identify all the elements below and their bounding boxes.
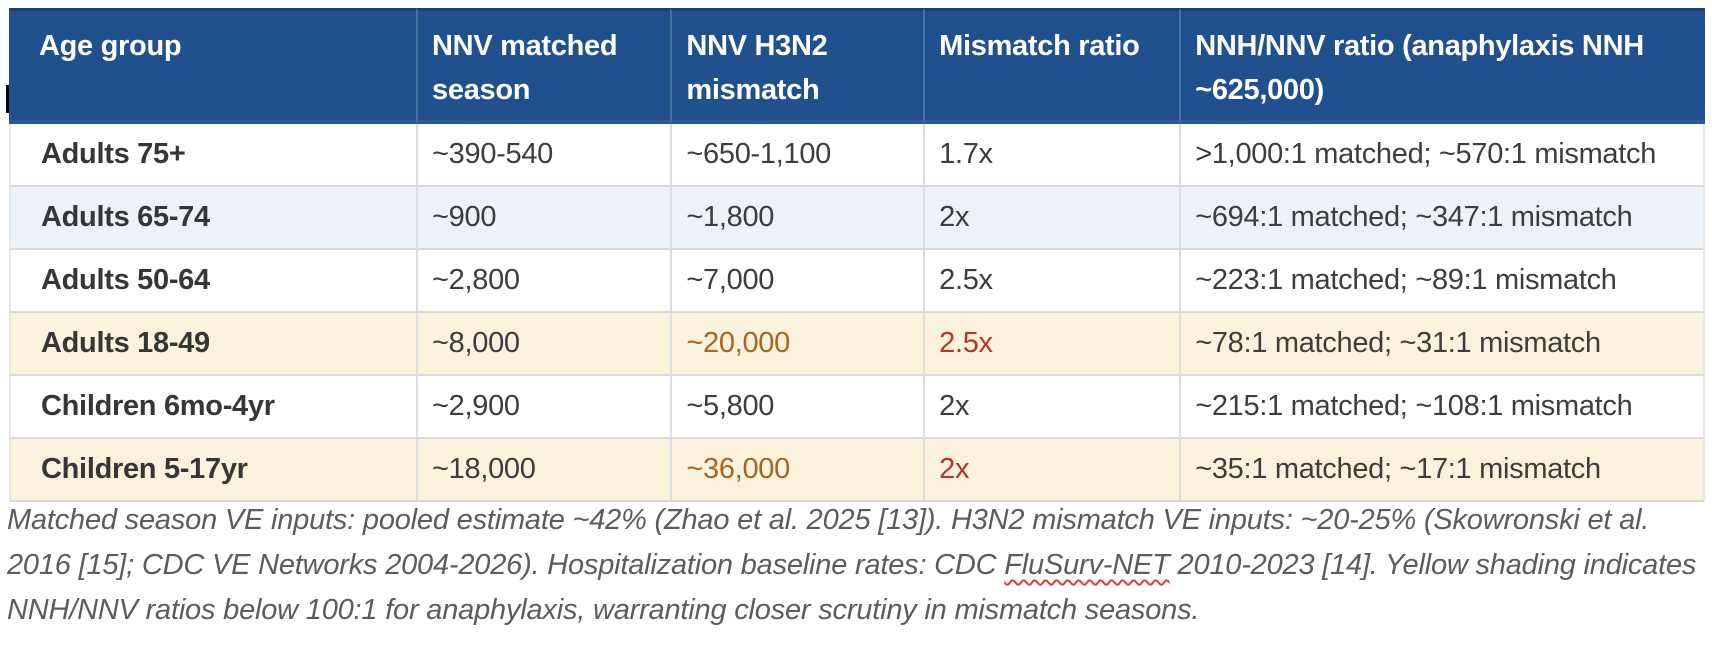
cell-mismatch-ratio[interactable]: 1.7x	[923, 124, 1180, 187]
text-cursor	[6, 85, 9, 113]
header-row: Age group NNV matched season NNV H3N2 mi…	[9, 8, 1705, 124]
cell-mismatch-ratio[interactable]: 2.5x	[923, 313, 1180, 376]
footnote-misspelled-word: FluSurv-NET	[1004, 548, 1170, 581]
cell-mismatch-ratio[interactable]: 2.5x	[923, 250, 1180, 313]
column-header-nnv-matched[interactable]: NNV matched season	[416, 8, 671, 124]
cell-nnv-mismatch[interactable]: ~5,800	[670, 376, 924, 439]
cell-nnv-mismatch[interactable]: ~1,800	[670, 187, 924, 250]
table-row-adults-75plus: Adults 75+ ~390-540 ~650-1,100 1.7x >1,0…	[9, 124, 1705, 187]
cell-nnv-matched[interactable]: ~2,800	[416, 250, 671, 313]
cell-mismatch-ratio[interactable]: 2x	[923, 187, 1180, 250]
table-row-adults-18-49: Adults 18-49 ~8,000 ~20,000 2.5x ~78:1 m…	[9, 313, 1705, 376]
cell-age-group[interactable]: Adults 18-49	[9, 313, 417, 376]
nnv-comparison-table: Age group NNV matched season NNV H3N2 mi…	[9, 8, 1705, 502]
cell-mismatch-ratio[interactable]: 2x	[923, 439, 1180, 502]
cell-nnh-nnv[interactable]: ~223:1 matched; ~89:1 mismatch	[1179, 250, 1705, 313]
cell-nnh-nnv[interactable]: ~215:1 matched; ~108:1 mismatch	[1179, 376, 1705, 439]
cell-age-group[interactable]: Children 6mo-4yr	[9, 376, 417, 439]
cell-nnv-matched[interactable]: ~8,000	[416, 313, 671, 376]
table-row-children-5-17yr: Children 5-17yr ~18,000 ~36,000 2x ~35:1…	[9, 439, 1705, 502]
column-header-nnv-mismatch[interactable]: NNV H3N2 mismatch	[670, 8, 924, 124]
column-header-nnh-nnv-ratio[interactable]: NNH/NNV ratio (anaphylaxis NNH ~625,000)	[1179, 8, 1705, 124]
cell-nnh-nnv[interactable]: ~35:1 matched; ~17:1 mismatch	[1179, 439, 1705, 502]
column-header-mismatch-ratio[interactable]: Mismatch ratio	[923, 8, 1180, 124]
table-row-children-6mo-4yr: Children 6mo-4yr ~2,900 ~5,800 2x ~215:1…	[9, 376, 1705, 439]
cell-nnv-mismatch[interactable]: ~7,000	[670, 250, 924, 313]
table-row-adults-65-74: Adults 65-74 ~900 ~1,800 2x ~694:1 match…	[9, 187, 1705, 250]
footnote-text-after: 2010-2023 [14]. Yellow shading indicates…	[7, 548, 1697, 626]
cell-mismatch-ratio[interactable]: 2x	[923, 376, 1180, 439]
cell-age-group[interactable]: Children 5-17yr	[9, 439, 417, 502]
cell-nnv-mismatch[interactable]: ~36,000	[670, 439, 924, 502]
cell-nnv-mismatch[interactable]: ~20,000	[670, 313, 924, 376]
cell-age-group[interactable]: Adults 65-74	[9, 187, 417, 250]
cell-nnh-nnv[interactable]: ~694:1 matched; ~347:1 mismatch	[1179, 187, 1705, 250]
cell-nnh-nnv[interactable]: >1,000:1 matched; ~570:1 mismatch	[1179, 124, 1705, 187]
cell-nnv-matched[interactable]: ~390-540	[416, 124, 671, 187]
column-header-age-group[interactable]: Age group	[9, 8, 417, 124]
cell-nnv-matched[interactable]: ~2,900	[416, 376, 671, 439]
cell-nnv-matched[interactable]: ~900	[416, 187, 671, 250]
cell-nnv-mismatch[interactable]: ~650-1,100	[670, 124, 924, 187]
cell-age-group[interactable]: Adults 75+	[9, 124, 417, 187]
cell-nnv-matched[interactable]: ~18,000	[416, 439, 671, 502]
footnote-text-before: Matched season VE inputs: pooled estimat…	[7, 504, 1650, 581]
cell-age-group[interactable]: Adults 50-64	[9, 250, 417, 313]
cell-nnh-nnv[interactable]: ~78:1 matched; ~31:1 mismatch	[1179, 313, 1705, 376]
table-row-adults-50-64: Adults 50-64 ~2,800 ~7,000 2.5x ~223:1 m…	[9, 250, 1705, 313]
table-footnote[interactable]: Matched season VE inputs: pooled estimat…	[7, 498, 1707, 633]
